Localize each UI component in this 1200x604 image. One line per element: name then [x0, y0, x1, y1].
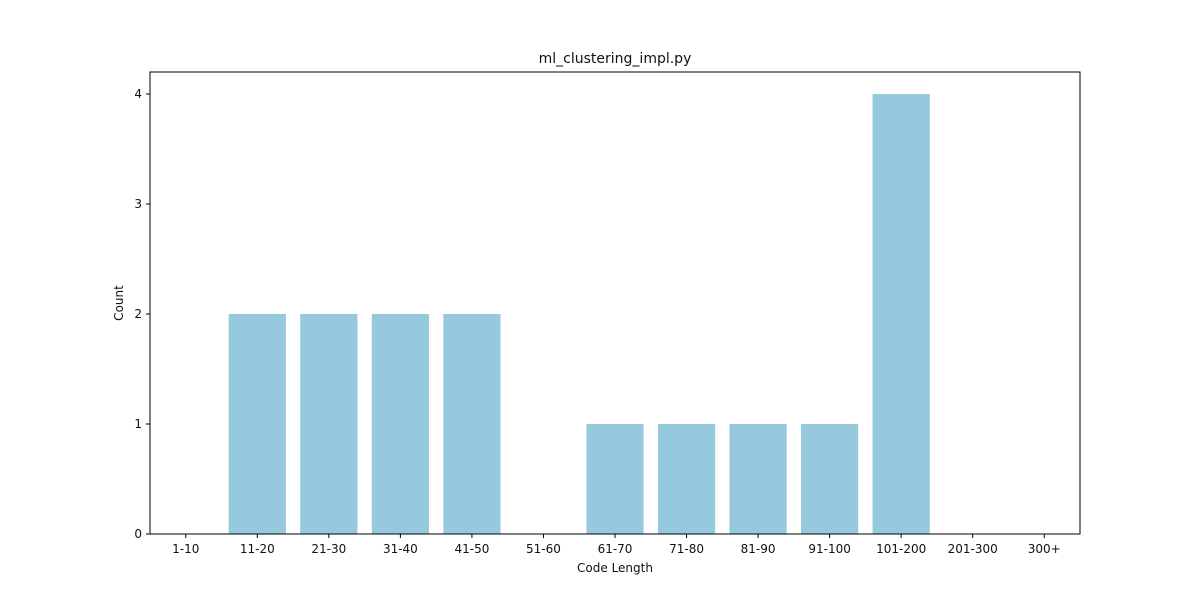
x-tick-label: 71-80 [669, 542, 704, 556]
x-tick-label: 61-70 [598, 542, 633, 556]
x-tick-label: 300+ [1028, 542, 1061, 556]
y-tick-label: 4 [134, 87, 142, 101]
y-tick-label: 0 [134, 527, 142, 541]
bar-61-70 [586, 424, 644, 534]
x-axis: 1-10 11-20 21-30 31-40 41-50 51-60 61-70 71-80 8… [172, 534, 1061, 556]
x-tick-label: 31-40 [383, 542, 418, 556]
x-tick-label: 11-20 [240, 542, 275, 556]
bars-group [228, 94, 930, 534]
x-tick-label: 201-300 [948, 542, 998, 556]
y-tick-label: 3 [134, 197, 142, 211]
bar-11-20 [228, 314, 286, 534]
x-tick-label: 51-60 [526, 542, 561, 556]
x-tick-label: 91-100 [808, 542, 851, 556]
chart-title: ml_clustering_impl.py [539, 51, 692, 67]
bar-31-40 [371, 314, 429, 534]
x-tick-label: 81-90 [741, 542, 776, 556]
y-tick-label: 1 [134, 417, 142, 431]
y-axis-label: Count [112, 285, 126, 321]
bar-71-80 [657, 424, 716, 534]
bar-41-50 [443, 314, 501, 534]
x-tick-label: 101-200 [876, 542, 926, 556]
x-axis-label: Code Length [577, 561, 653, 575]
x-tick-label: 41-50 [454, 542, 489, 556]
bar-81-90 [729, 424, 787, 534]
y-tick-label: 2 [134, 307, 142, 321]
x-tick-label: 1-10 [172, 542, 199, 556]
x-tick-label: 21-30 [311, 542, 346, 556]
bar-101-200 [872, 94, 930, 534]
bar-91-100 [801, 424, 859, 534]
bar-21-30 [300, 314, 358, 534]
y-axis: 0 1 2 3 4 [134, 87, 150, 541]
